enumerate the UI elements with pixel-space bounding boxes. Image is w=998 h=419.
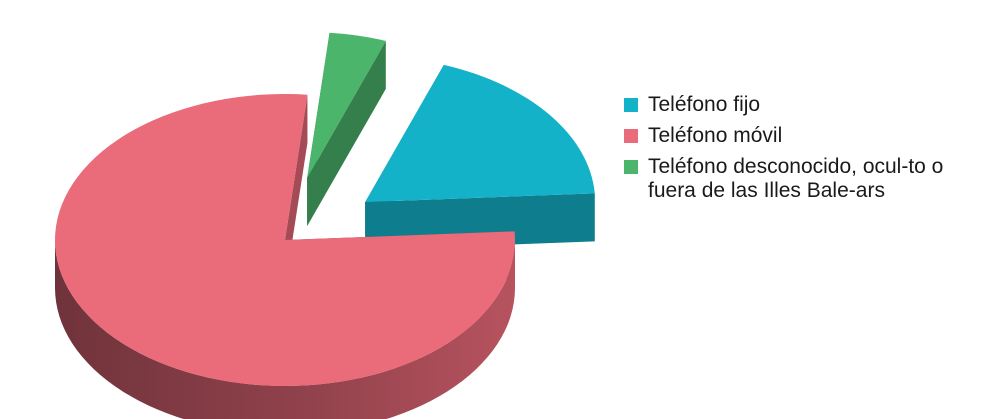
legend-label-movil: Teléfono móvil — [648, 124, 783, 147]
pie-slice-movil-wall — [285, 94, 308, 288]
legend-swatch-movil — [624, 129, 638, 143]
chart-legend: Teléfono fijo Teléfono móvil Teléfono de… — [624, 93, 974, 210]
legend-label-desconocido: Teléfono desconocido, ocul-to o fuera de… — [648, 155, 944, 202]
pie-slice-fijo — [365, 64, 595, 251]
legend-item-movil: Teléfono móvil — [624, 124, 974, 148]
pie-slice-desconocido-wall — [307, 40, 386, 227]
legend-item-desconocido: Teléfono desconocido, ocul-to o fuera de… — [624, 155, 974, 203]
pie-slice-movil — [54, 94, 515, 419]
pie-slice-movil-top — [54, 94, 515, 387]
pie-slice-movil-side — [55, 240, 515, 419]
pie-slice-desconocido — [307, 32, 386, 227]
legend-label-fijo: Teléfono fijo — [648, 93, 761, 116]
legend-swatch-desconocido — [624, 160, 638, 174]
legend-swatch-fijo — [624, 98, 638, 112]
legend-item-fijo: Teléfono fijo — [624, 93, 974, 117]
pie-slice-desconocido-top — [307, 32, 386, 179]
pie-slice-fijo-top — [365, 64, 595, 203]
